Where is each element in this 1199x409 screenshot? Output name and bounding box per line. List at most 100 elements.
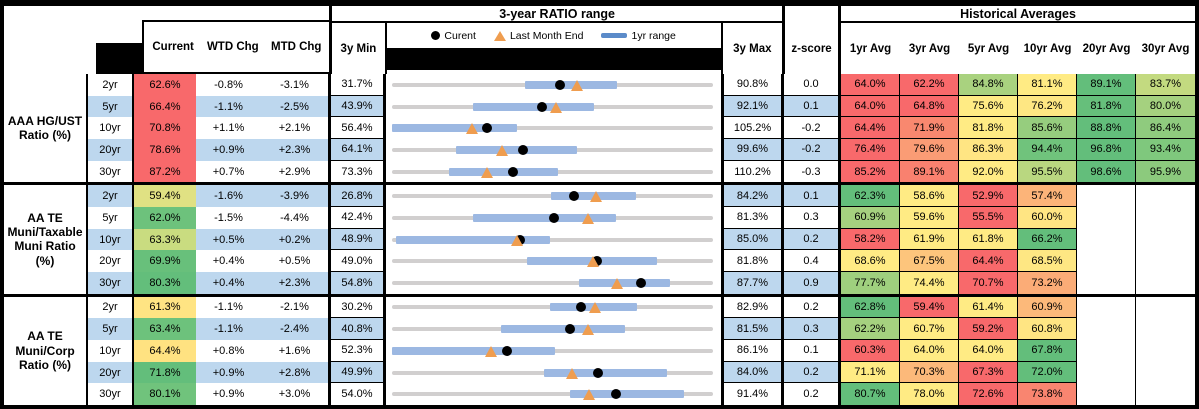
avg-30yr-cell: 93.4% <box>1136 139 1195 161</box>
avg-5yr-cell: 84.8% <box>959 74 1018 96</box>
range-plot <box>386 250 724 273</box>
3y-min-cell: 56.4% <box>331 117 386 140</box>
table-body: AAA HG/UST Ratio (%) 2yr 62.6% -0.8% -3.… <box>4 74 1195 405</box>
avg-5yr-cell: 59.2% <box>959 318 1018 340</box>
zscore-cell: 0.2 <box>784 228 841 251</box>
chart-header-black-bar <box>386 48 721 70</box>
avg-30yr-cell <box>1136 318 1195 340</box>
current-value-cell: 78.6% <box>134 139 196 161</box>
zscore-cell: 0.9 <box>784 272 841 294</box>
table-row: 10yr 70.8% +1.1% +2.1% 56.4% 105.2% -0.2… <box>88 117 1195 140</box>
legend-current: Curent <box>431 30 476 42</box>
current-value-cell: 59.4% <box>134 185 196 207</box>
current-dot <box>501 345 512 356</box>
averages-header-row: 1yr Avg 3yr Avg 5yr Avg 10yr Avg 20yr Av… <box>841 23 1195 74</box>
range-plot-area <box>392 297 713 319</box>
avg-5yr-cell: 92.0% <box>959 160 1018 183</box>
current-dot <box>576 302 587 313</box>
3y-range-track <box>392 280 713 285</box>
avg-30yr-cell: 95.9% <box>1136 160 1195 183</box>
range-plot-area <box>392 318 713 340</box>
group-label: AAA HG/UST Ratio (%) <box>4 74 88 183</box>
3y-min-cell: 54.8% <box>331 272 386 294</box>
tenor-cell: 5yr <box>88 95 134 118</box>
range-plot-area <box>392 207 713 229</box>
range-plot-area <box>392 161 713 183</box>
3y-min-cell: 54.0% <box>331 383 386 405</box>
wtd-chg-cell: +0.5% <box>196 228 261 251</box>
avg-20yr-cell: 81.8% <box>1077 95 1136 118</box>
current-dot <box>593 367 604 378</box>
avg-1yr-cell: 60.3% <box>841 340 900 362</box>
tenor-cell: 30yr <box>88 272 134 294</box>
3y-max-cell: 81.3% <box>724 207 784 229</box>
header-left-zone: Current WTD Chg MTD Chg <box>4 6 333 74</box>
range-plot-area <box>392 272 713 294</box>
zscore-cell: 0.2 <box>784 361 841 384</box>
avg-5yr-cell: 52.9% <box>959 185 1018 207</box>
1yr-range-bar <box>579 278 671 287</box>
3y-max-cell: 84.2% <box>724 185 784 207</box>
last-month-end-triangle <box>465 123 478 135</box>
tenor-cell: 10yr <box>88 228 134 251</box>
zscore-cell: 0.1 <box>784 340 841 362</box>
3y-range-track <box>392 237 713 242</box>
avg-1yr-cell: 62.8% <box>841 296 900 319</box>
mtd-chg-cell: +0.5% <box>261 250 331 273</box>
avg-30yr-cell <box>1136 250 1195 273</box>
tenor-cell: 20yr <box>88 250 134 273</box>
range-plot-area <box>392 117 713 139</box>
3y-max-cell: 87.7% <box>724 272 784 294</box>
avg-20yr-cell <box>1077 383 1136 405</box>
table-row: 5yr 66.4% -1.1% -2.5% 43.9% 92.1% 0.1 64… <box>88 95 1195 118</box>
wtd-chg-cell: +0.9% <box>212 388 245 401</box>
table-header: Current WTD Chg MTD Chg 3-year RATIO ran… <box>4 6 1195 74</box>
tenor-cell: 30yr <box>88 160 134 183</box>
avg-20yr-cell <box>1077 250 1136 273</box>
last-month-end-triangle <box>581 324 594 336</box>
range-plot <box>386 74 724 96</box>
avg-3yr-column-header: 3yr Avg <box>908 42 951 55</box>
zscore-column-header: z-score <box>791 42 832 55</box>
avg-20yr-cell: 96.8% <box>1077 139 1136 161</box>
zscore-title-spacer <box>785 6 838 23</box>
last-month-end-triangle <box>565 367 578 379</box>
group-label: AA TE Muni/Corp Ratio (%) <box>4 296 88 405</box>
avg-20yr-cell <box>1077 361 1136 384</box>
current-value-cell: 70.8% <box>134 117 196 140</box>
change-columns-header-box: Current WTD Chg MTD Chg <box>142 20 330 74</box>
1yr-range-bar <box>449 167 559 176</box>
3y-min-cell: 40.8% <box>331 318 386 340</box>
3y-min-cell: 26.8% <box>331 185 386 207</box>
ratio-group: AA TE Muni/Taxable Muni Ratio (%) 2yr 59… <box>4 182 1195 294</box>
zscore-cell: 0.1 <box>784 185 841 207</box>
last-month-end-triangle <box>570 79 583 91</box>
avg-10yr-cell: 73.2% <box>1018 272 1077 294</box>
tenor-cell: 20yr <box>88 139 134 161</box>
1yr-range-bar <box>392 124 517 133</box>
avg-1yr-cell: 64.4% <box>841 117 900 140</box>
wtd-chg-cell: -1.1% <box>196 318 261 340</box>
current-dot <box>565 324 576 335</box>
current-value-cell: 63.3% <box>134 228 196 251</box>
avg-5yr-cell: 75.6% <box>959 95 1018 118</box>
mtd-chg-cell: -2.1% <box>261 296 331 319</box>
3y-max-cell: 90.8% <box>724 74 784 96</box>
last-month-end-triangle <box>511 234 524 246</box>
wtd-chg-column-header: WTD Chg <box>206 41 259 53</box>
table-row: 20yr 78.6% +0.9% +2.3% 64.1% 99.6% -0.2 … <box>88 139 1195 161</box>
1yr-range-bar <box>472 102 595 111</box>
zscore-cell: -0.2 <box>784 139 841 161</box>
3y-max-cell: 91.4% <box>724 383 784 405</box>
avg-1yr-cell: 64.0% <box>841 74 900 96</box>
avg-1yr-cell: 76.4% <box>841 139 900 161</box>
avg-10yr-cell: 76.2% <box>1018 95 1077 118</box>
table-row: 5yr 63.4% -1.1% -2.4% 40.8% 81.5% 0.3 62… <box>88 318 1195 340</box>
range-plot <box>386 160 724 183</box>
mtd-chg-cell: +1.6% <box>261 340 331 362</box>
avg-20yr-cell: 88.8% <box>1077 117 1136 140</box>
range-plot-area <box>392 96 713 118</box>
avg-10yr-cell: 66.2% <box>1018 228 1077 251</box>
avg-5yr-cell: 72.6% <box>959 383 1018 405</box>
avg-3yr-cell: 74.4% <box>900 272 959 294</box>
